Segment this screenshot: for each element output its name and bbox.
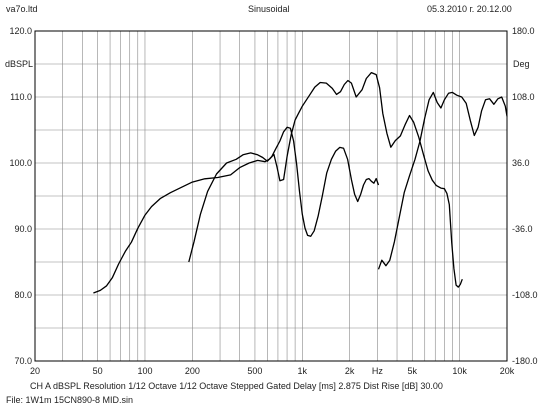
y-axis-label: dBSPL bbox=[5, 59, 33, 69]
y-tick-label: 70.0 bbox=[14, 356, 32, 366]
phase-curve bbox=[188, 91, 508, 270]
x-tick-label: 2k bbox=[345, 366, 355, 376]
x-tick-label: 1k bbox=[298, 366, 308, 376]
y-tick-label: 80.0 bbox=[14, 290, 32, 300]
x-tick-label: 50 bbox=[93, 366, 103, 376]
header-title: Sinusoidal bbox=[248, 4, 290, 14]
tick-labels: 20 50 100 200 500 1k 2k Hz 5k 10k 20k 120.0 110.0 100… bbox=[9, 26, 537, 376]
x-tick-label: 20 bbox=[30, 366, 40, 376]
x-tick-label: 200 bbox=[185, 366, 200, 376]
x-tick-label: 100 bbox=[137, 366, 152, 376]
header-timestamp: 05.3.2010 г. 20.12.00 bbox=[427, 4, 512, 14]
x-tick-label: Hz bbox=[372, 366, 383, 376]
x-tick-label: 5k bbox=[408, 366, 418, 376]
y-tick-label: 120.0 bbox=[9, 26, 32, 36]
spl-curve bbox=[93, 71, 463, 294]
y2-tick-label: 36.0 bbox=[512, 158, 530, 168]
y-tick-label: 110.0 bbox=[10, 92, 32, 102]
y-tick-label: 100.0 bbox=[9, 158, 32, 168]
chart-curves bbox=[93, 71, 508, 294]
header-left-label: va7o.ltd bbox=[6, 4, 38, 14]
measurement-settings: CH A dBSPL Resolution 1/12 Octave 1/12 O… bbox=[30, 381, 443, 391]
plot-frame bbox=[34, 30, 508, 362]
y-tick-label: 90.0 bbox=[14, 224, 32, 234]
y2-axis-label: Deg bbox=[513, 59, 530, 69]
file-name: File: 1W1m 15CN890-8 MID.sin bbox=[6, 395, 134, 405]
x-tick-label: 10k bbox=[452, 366, 467, 376]
x-tick-label: 20k bbox=[500, 366, 515, 376]
y2-tick-label: -108.0 bbox=[512, 290, 538, 300]
y2-tick-label: 108.0 bbox=[512, 92, 535, 102]
chart-grid bbox=[34, 30, 508, 362]
y2-tick-label: -180.0 bbox=[512, 356, 538, 366]
y2-tick-label: -36.0 bbox=[512, 224, 533, 234]
y2-tick-label: 180.0 bbox=[512, 26, 535, 36]
x-tick-label: 500 bbox=[247, 366, 262, 376]
